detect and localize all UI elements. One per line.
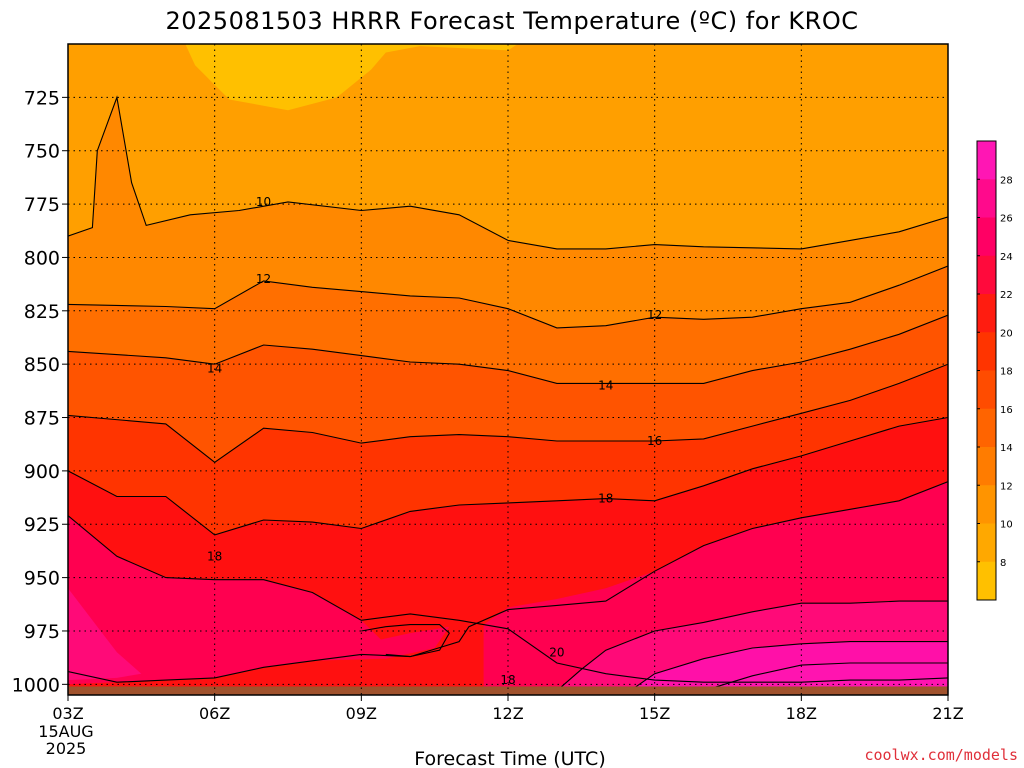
colorbar-swatch bbox=[977, 447, 996, 486]
x-tick-label-06Z: 06Z bbox=[199, 704, 230, 723]
contour-label-7: 18 bbox=[598, 492, 613, 506]
x-tick-label-18Z: 18Z bbox=[786, 704, 817, 723]
y-tick-label-875: 875 bbox=[24, 408, 60, 430]
y-tick-label-725: 725 bbox=[24, 87, 60, 109]
x-start-date-0: 15AUG bbox=[38, 722, 93, 741]
isotherm-26-9 bbox=[703, 662, 948, 692]
isotherm-20-6 bbox=[68, 481, 948, 683]
y-tick-label-925: 925 bbox=[24, 514, 60, 536]
x-start-date-1: 2025 bbox=[46, 739, 87, 758]
y-tick-label-775: 775 bbox=[24, 194, 60, 216]
y-tick-label-1000: 1000 bbox=[12, 674, 60, 696]
colorbar: 8 10 12 14 16 18 20 22 24 26 28 bbox=[976, 140, 1013, 601]
contour-label-8: 20 bbox=[549, 645, 564, 659]
isotherm-24-8 bbox=[629, 641, 948, 692]
x-tick-label-15Z: 15Z bbox=[639, 704, 670, 723]
colorbar-swatch bbox=[977, 332, 996, 371]
colorbar-tick-16: 16 bbox=[1000, 405, 1013, 416]
contour-label-3: 18 bbox=[207, 549, 222, 563]
colorbar-swatch bbox=[977, 217, 996, 257]
x-tick-label-21Z: 21Z bbox=[932, 704, 963, 723]
y-tick-label-975: 975 bbox=[24, 621, 60, 643]
contour-label-6: 16 bbox=[647, 434, 662, 448]
colorbar-tick-26: 26 bbox=[1000, 214, 1013, 225]
contour-label-1: 12 bbox=[256, 272, 271, 286]
colorbar-tick-20: 20 bbox=[1000, 328, 1013, 339]
y-axis: 725 750 775 800 825 850 875 900 925 950 975 1000 bbox=[12, 87, 68, 696]
colorbar-tick-10: 10 bbox=[1000, 520, 1013, 531]
isotherm-22-7 bbox=[556, 600, 948, 692]
contour-label-2: 14 bbox=[207, 361, 222, 375]
x-axis-label: Forecast Time (UTC) bbox=[414, 748, 605, 768]
credit-text: coolwx.com/models bbox=[864, 746, 1018, 764]
contour-label-4: 12 bbox=[647, 308, 662, 322]
isotherm-14-2 bbox=[68, 314, 948, 384]
colorbar-swatch bbox=[977, 179, 996, 218]
colorbar-tick-8: 8 bbox=[1000, 558, 1006, 569]
colorbar-tick-28: 28 bbox=[1000, 175, 1013, 186]
chart-title: 2025081503 HRRR Forecast Temperature (ºC… bbox=[166, 7, 859, 35]
isotherm-20-loop bbox=[361, 624, 450, 658]
isotherm-16-3 bbox=[68, 363, 948, 463]
colorbar-tick-24: 24 bbox=[1000, 252, 1013, 263]
colorbar-swatch bbox=[977, 141, 996, 180]
band-22-24-left bbox=[68, 515, 450, 685]
ground-strip bbox=[68, 686, 948, 695]
isotherm-10-0 bbox=[68, 95, 948, 250]
colorbar-tick-18: 18 bbox=[1000, 367, 1013, 378]
colorbar-swatch bbox=[977, 485, 996, 524]
x-tick-label-12Z: 12Z bbox=[492, 704, 523, 723]
isotherm-12-1 bbox=[68, 265, 948, 329]
y-tick-label-900: 900 bbox=[24, 461, 60, 483]
x-tick-label-03Z: 03Z bbox=[52, 704, 83, 723]
plot-area: 10 12 14 18 12 14 16 18 20 18 bbox=[67, 43, 949, 696]
colorbar-tick-22: 22 bbox=[1000, 290, 1013, 301]
y-tick-label-750: 750 bbox=[24, 141, 60, 163]
colorbar-swatch bbox=[977, 408, 996, 448]
y-tick-label-825: 825 bbox=[24, 301, 60, 323]
colorbar-tick-12: 12 bbox=[1000, 481, 1013, 492]
y-tick-label-950: 950 bbox=[24, 568, 60, 590]
y-tick-label-800: 800 bbox=[24, 247, 60, 269]
colorbar-tick-14: 14 bbox=[1000, 443, 1013, 454]
band-24-26-left bbox=[68, 588, 142, 681]
band-8-10 bbox=[185, 44, 518, 111]
colorbar-swatch bbox=[977, 561, 996, 601]
contour-label-0: 10 bbox=[256, 195, 271, 209]
colorbar-swatch bbox=[977, 255, 996, 295]
colorbar-swatch bbox=[977, 523, 996, 563]
x-tick-label-09Z: 09Z bbox=[346, 704, 377, 723]
contour-label-5: 14 bbox=[598, 379, 613, 393]
colorbar-swatch bbox=[977, 294, 996, 333]
contour-label-9: 18 bbox=[500, 673, 515, 687]
colorbar-swatch bbox=[977, 370, 996, 410]
y-tick-label-850: 850 bbox=[24, 354, 60, 376]
